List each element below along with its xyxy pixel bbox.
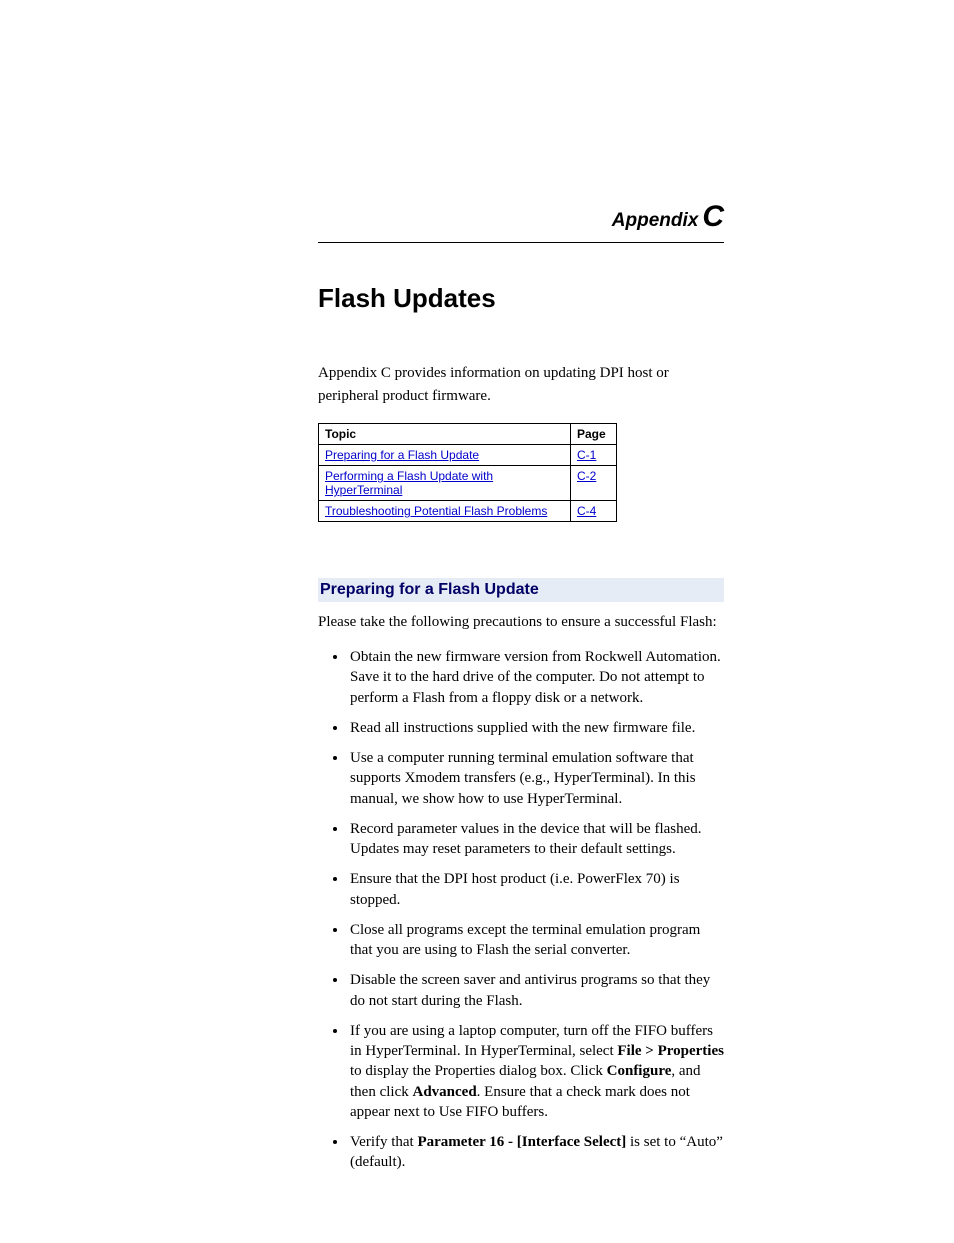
list-item: Close all programs except the terminal e… bbox=[348, 920, 724, 961]
list-item: Verify that Parameter 16 - [Interface Se… bbox=[348, 1132, 724, 1173]
section-intro: Please take the following precautions to… bbox=[318, 614, 724, 631]
bold-text: File > Properties bbox=[617, 1043, 724, 1059]
toc-topic-cell: Preparing for a Flash Update bbox=[319, 445, 571, 466]
toc-link[interactable]: Troubleshooting Potential Flash Problems bbox=[325, 504, 547, 518]
toc-topic-cell: Troubleshooting Potential Flash Problems bbox=[319, 501, 571, 522]
toc-link[interactable]: Preparing for a Flash Update bbox=[325, 448, 479, 462]
list-item: Obtain the new firmware version from Roc… bbox=[348, 647, 724, 708]
col-topic: Topic bbox=[319, 424, 571, 445]
text-fragment: to display the Properties dialog box. Cl… bbox=[350, 1063, 607, 1079]
list-item: If you are using a laptop computer, turn… bbox=[348, 1021, 724, 1122]
appendix-label: Appendix bbox=[612, 210, 699, 231]
chapter-title: Flash Updates bbox=[318, 283, 724, 314]
toc-topic-cell: Performing a Flash Update with HyperTerm… bbox=[319, 466, 571, 501]
header-rule bbox=[318, 242, 724, 243]
list-item: Record parameter values in the device th… bbox=[348, 819, 724, 860]
toc-page-link[interactable]: C-2 bbox=[577, 469, 596, 483]
bold-text: Configure bbox=[607, 1063, 672, 1079]
toc-table: Topic Page Preparing for a Flash Update … bbox=[318, 423, 617, 522]
toc-page-cell: C-2 bbox=[571, 466, 617, 501]
chapter-intro: Appendix C provides information on updat… bbox=[318, 362, 724, 407]
appendix-letter: C bbox=[702, 200, 724, 233]
bullet-list: Obtain the new firmware version from Roc… bbox=[318, 647, 724, 1173]
section-heading: Preparing for a Flash Update bbox=[318, 578, 724, 602]
col-page: Page bbox=[571, 424, 617, 445]
list-item: Disable the screen saver and antivirus p… bbox=[348, 970, 724, 1011]
appendix-header: AppendixC bbox=[318, 200, 724, 234]
toc-page-cell: C-1 bbox=[571, 445, 617, 466]
toc-page-cell: C-4 bbox=[571, 501, 617, 522]
document-page: AppendixC Flash Updates Appendix C provi… bbox=[0, 0, 954, 1243]
table-row: Troubleshooting Potential Flash Problems… bbox=[319, 501, 617, 522]
toc-link[interactable]: Performing a Flash Update with HyperTerm… bbox=[325, 469, 493, 497]
table-row: Preparing for a Flash Update C-1 bbox=[319, 445, 617, 466]
list-item: Use a computer running terminal emulatio… bbox=[348, 748, 724, 809]
toc-page-link[interactable]: C-4 bbox=[577, 504, 596, 518]
list-item: Read all instructions supplied with the … bbox=[348, 718, 724, 738]
toc-page-link[interactable]: C-1 bbox=[577, 448, 596, 462]
table-row: Performing a Flash Update with HyperTerm… bbox=[319, 466, 617, 501]
list-item: Ensure that the DPI host product (i.e. P… bbox=[348, 869, 724, 910]
text-fragment: Verify that bbox=[350, 1134, 417, 1150]
bold-text: Parameter 16 - [Interface Select] bbox=[417, 1134, 626, 1150]
table-header-row: Topic Page bbox=[319, 424, 617, 445]
bold-text: Advanced bbox=[412, 1084, 476, 1100]
